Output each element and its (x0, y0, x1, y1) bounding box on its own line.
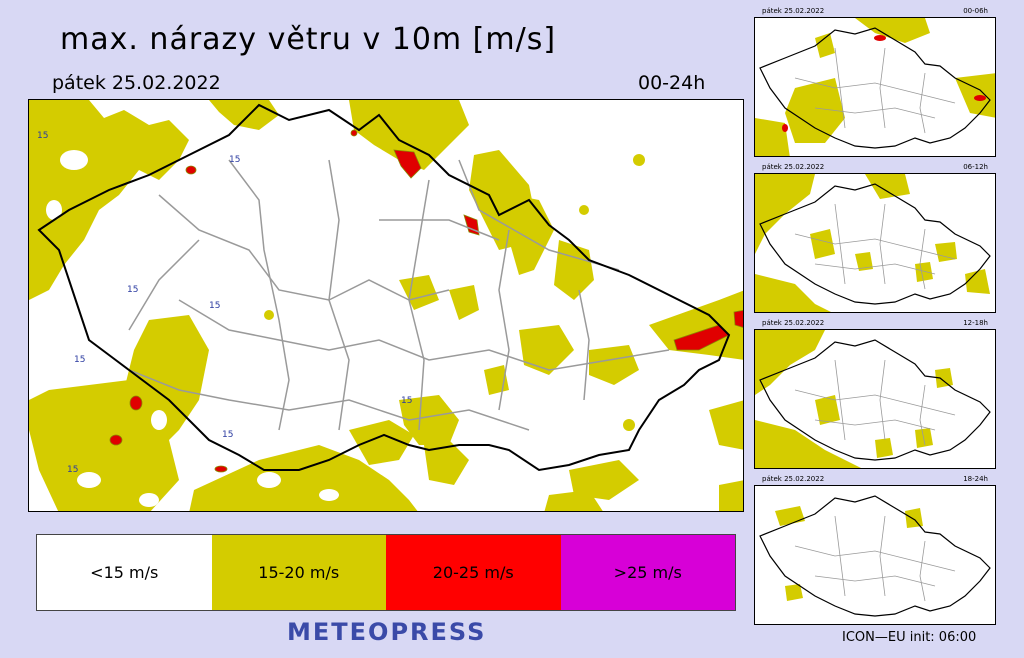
legend-item-above-25: >25 m/s (560, 535, 735, 610)
legend-item-20-25: 20-25 m/s (386, 535, 561, 610)
region-borders (128, 159, 670, 431)
thumbnail-map-00-06[interactable] (754, 17, 996, 157)
legend-label: <15 m/s (90, 563, 159, 582)
gust-areas-15-20 (29, 100, 743, 511)
thumbnail-svg (755, 330, 991, 468)
thumbnail-period: 12-18h (963, 319, 988, 327)
contour-label: 15 (74, 355, 85, 365)
model-info: ICON—EU init: 06:00 (842, 630, 977, 645)
contour-labels: 15 15 15 15 15 15 15 15 (37, 131, 412, 475)
contour-label: 15 (37, 131, 48, 141)
forecast-date: pátek 25.02.2022 (52, 72, 221, 94)
thumbnail-map-12-18[interactable] (754, 329, 996, 469)
contour-label: 15 (401, 396, 412, 406)
thumbnail-period: 00-06h (963, 7, 988, 15)
thumbnail-header-18-24: pátek 25.02.2022 18-24h (754, 475, 996, 485)
thumbnail-header-12-18: pátek 25.02.2022 12-18h (754, 319, 996, 329)
thumbnail-map-18-24[interactable] (754, 485, 996, 625)
gust-holes (46, 150, 339, 507)
contour-label: 15 (229, 155, 240, 165)
contour-label: 15 (222, 430, 233, 440)
thumbnail-date: pátek 25.02.2022 (762, 475, 825, 483)
legend-label: >25 m/s (613, 563, 682, 582)
contour-label: 15 (67, 465, 78, 475)
legend-label: 20-25 m/s (432, 563, 514, 582)
map-title: max. nárazy větru v 10m [m/s] (60, 22, 557, 57)
thumbnail-period: 06-12h (963, 163, 988, 171)
legend-item-15-20: 15-20 m/s (211, 535, 386, 610)
legend-item-below-15: <15 m/s (37, 535, 212, 610)
thumbnail-header-06-12: pátek 25.02.2022 06-12h (754, 163, 996, 173)
thumbnail-header (755, 17, 996, 18)
legend-label: 15-20 m/s (258, 563, 340, 582)
thumbnail-date: pátek 25.02.2022 (762, 319, 825, 327)
thumbnail-svg (755, 18, 995, 156)
main-wind-gust-map: 15 15 15 15 15 15 15 15 (28, 99, 744, 512)
thumbnail-period: 18-24h (963, 475, 988, 483)
thumbnail-date: pátek 25.02.2022 (762, 7, 825, 15)
gust-areas-20-25 (109, 129, 743, 473)
contour-label: 15 (209, 301, 220, 311)
main-map-svg: 15 15 15 15 15 15 15 15 (29, 100, 743, 511)
thumbnail-date: pátek 25.02.2022 (762, 163, 825, 171)
thumbnail-header-00-06: pátek 25.02.2022 00-06h (754, 7, 996, 17)
contour-label: 15 (127, 285, 138, 295)
thumbnail-map-06-12[interactable] (754, 173, 996, 313)
brand-logo: METEOPRESS (287, 618, 487, 646)
country-border (37, 103, 731, 472)
color-legend: <15 m/s 15-20 m/s 20-25 m/s >25 m/s (36, 534, 736, 611)
thumbnail-svg (755, 174, 991, 312)
thumbnail-svg (759, 495, 991, 617)
forecast-period: 00-24h (638, 72, 706, 94)
